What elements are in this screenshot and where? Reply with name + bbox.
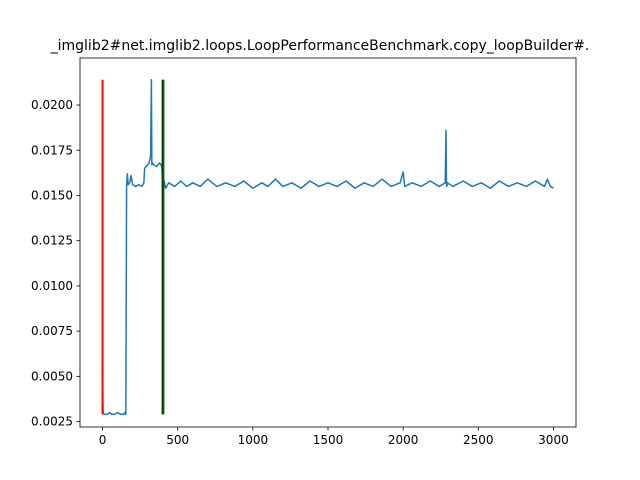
vertical-markers	[101, 79, 165, 415]
chart-title: _imglib2#net.imglib2.loops.LoopPerforman…	[50, 38, 590, 54]
x-tick-label: 1000	[238, 433, 269, 447]
y-axis: 0.0025 0.0050 0.0075 0.0100 0.0125 0.0150 0.01…	[31, 98, 80, 429]
y-tick-label: 0.0075	[31, 324, 73, 338]
series-line-0	[101, 78, 554, 416]
x-axis: 0 500 1000 1500 2000 2500 3000	[99, 427, 569, 447]
x-tick-label: 500	[166, 433, 189, 447]
x-tick-label: 2000	[388, 433, 419, 447]
x-tick-label: 1500	[313, 433, 344, 447]
x-tick-label: 3000	[538, 433, 569, 447]
y-tick-label: 0.0125	[31, 234, 73, 248]
y-tick-label: 0.0175	[31, 143, 73, 157]
y-tick-label: 0.0200	[31, 98, 73, 112]
y-tick-label: 0.0025	[31, 415, 73, 429]
y-tick-label: 0.0100	[31, 279, 73, 293]
x-tick-label: 2500	[463, 433, 494, 447]
y-tick-label: 0.0150	[31, 188, 73, 202]
series-layer	[101, 78, 554, 416]
plot-area	[79, 57, 577, 428]
x-tick-label: 0	[99, 433, 107, 447]
y-tick-label: 0.0050	[31, 369, 73, 383]
